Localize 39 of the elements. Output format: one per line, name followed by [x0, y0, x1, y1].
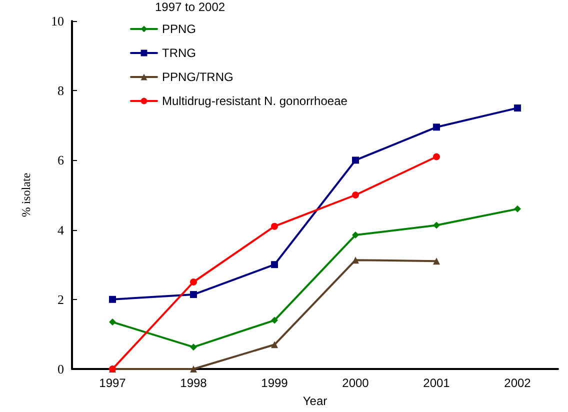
- point: [433, 153, 440, 160]
- x-tick-label: 1997: [99, 376, 126, 390]
- x-axis-title: Year: [302, 394, 328, 408]
- point: [271, 261, 278, 268]
- y-axis-title: % isolate: [19, 172, 33, 218]
- point: [433, 222, 440, 229]
- x-tick-label: 2001: [423, 376, 450, 390]
- point: [271, 316, 278, 324]
- point: [190, 344, 197, 351]
- legend-label: PPNG/TRNG: [162, 70, 234, 84]
- point: [109, 318, 116, 326]
- legend-label: TRNG: [162, 46, 196, 60]
- legend-label: PPNG: [162, 22, 196, 36]
- y-tick-label: 8: [58, 83, 64, 98]
- x-tick-label: 2000: [342, 376, 370, 390]
- point: [190, 278, 197, 286]
- y-tick-label: 2: [58, 292, 64, 307]
- point: [190, 291, 197, 298]
- y-tick-label: 10: [51, 14, 64, 28]
- x-tick-label: 2002: [504, 376, 532, 390]
- point: [352, 192, 359, 198]
- point: [271, 341, 278, 348]
- point: [433, 258, 440, 265]
- point: [109, 296, 116, 303]
- legend-label: Multidrug-resistant N. gonorrhoeae: [162, 94, 348, 108]
- chart-title: 1997 to 2002: [155, 0, 226, 14]
- y-tick-label: 0: [58, 362, 64, 376]
- y-tick-label: 6: [58, 152, 64, 168]
- point: [514, 104, 521, 112]
- point: [190, 366, 197, 372]
- point: [352, 256, 359, 264]
- x-tick-label: 1998: [180, 376, 208, 390]
- x-tick-label: 1999: [261, 376, 288, 390]
- point: [514, 205, 521, 212]
- point: [352, 232, 359, 239]
- y-tick-label: 4: [58, 222, 64, 238]
- point: [271, 222, 278, 230]
- point: [352, 156, 359, 164]
- point: [433, 124, 440, 131]
